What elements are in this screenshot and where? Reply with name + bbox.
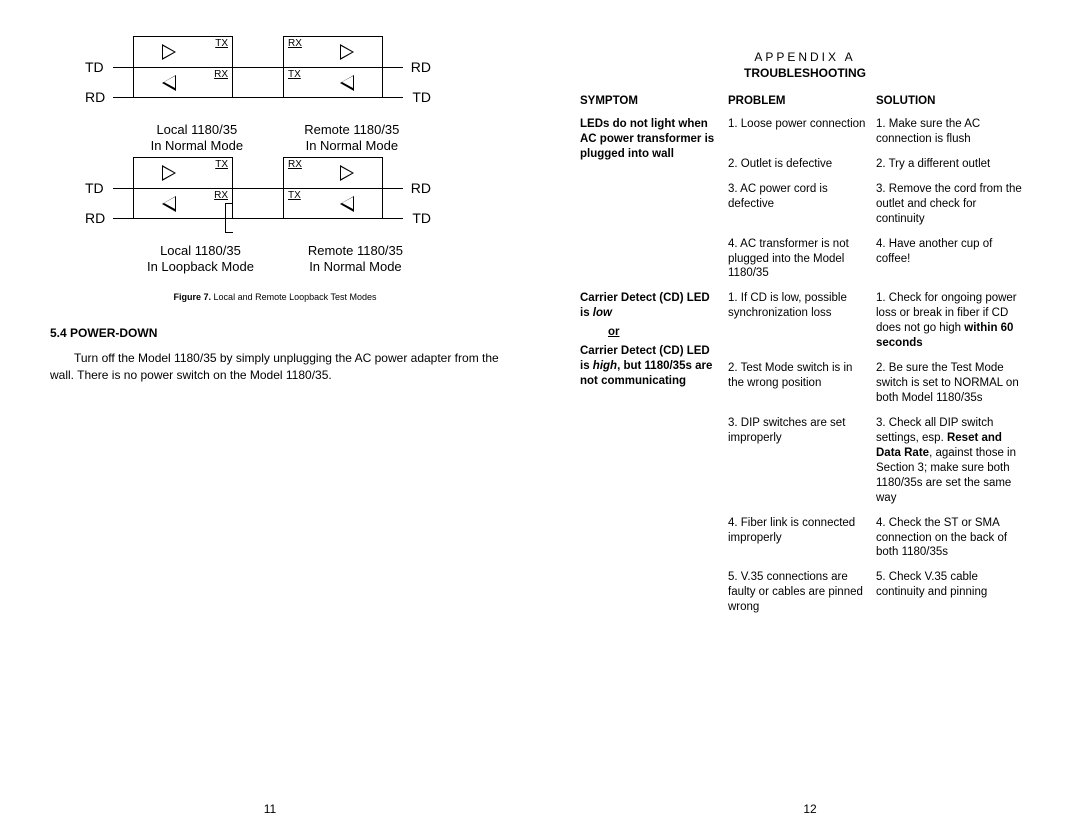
local-box-loopback: TX RX bbox=[133, 157, 233, 219]
caption-remote-loopback: Remote 1180/35 In Normal Mode bbox=[308, 243, 403, 274]
diagram-area: TD TX RX RX bbox=[85, 50, 465, 274]
amp-icon bbox=[340, 196, 354, 212]
signal-td: TD bbox=[85, 59, 113, 75]
remote-box-loopback: RX TX bbox=[283, 157, 383, 219]
figure-caption: Figure 7. Local and Remote Loopback Test… bbox=[50, 292, 500, 302]
amp-icon bbox=[340, 44, 354, 60]
amp-icon bbox=[162, 75, 176, 91]
symptom-cell: Carrier Detect (CD) LED is loworCarrier … bbox=[580, 291, 720, 625]
section-heading: 5.4 POWER-DOWN bbox=[50, 326, 500, 340]
diagram-normal: TD TX RX RX bbox=[85, 50, 465, 153]
caption-local-loopback: Local 1180/35 In Loopback Mode bbox=[147, 243, 254, 274]
body-paragraph: Turn off the Model 1180/35 by simply unp… bbox=[50, 350, 500, 382]
diagram-loopback: TD TX RX bbox=[85, 171, 465, 274]
col-solution: SOLUTION bbox=[876, 94, 1026, 117]
page-number: 12 bbox=[540, 802, 1080, 816]
appendix-label: APPENDIX A bbox=[580, 50, 1030, 64]
troubleshooting-table: SYMPTOM PROBLEM SOLUTION LEDs do not lig… bbox=[580, 94, 1030, 625]
amp-icon bbox=[340, 75, 354, 91]
signal-rd: RD bbox=[403, 59, 431, 75]
problem-cell: 1. Loose power connection bbox=[728, 117, 868, 157]
symptom-cell: LEDs do not light when AC power transfor… bbox=[580, 117, 720, 291]
amp-icon bbox=[162, 44, 176, 60]
col-problem: PROBLEM bbox=[728, 94, 868, 117]
page-number: 11 bbox=[0, 802, 540, 816]
appendix-title: TROUBLESHOOTING bbox=[580, 66, 1030, 80]
caption-local-normal: Local 1180/35 In Normal Mode bbox=[151, 122, 243, 153]
caption-remote-normal: Remote 1180/35 In Normal Mode bbox=[304, 122, 399, 153]
page-left: TD TX RX RX bbox=[0, 0, 540, 834]
loopback-connector bbox=[225, 203, 233, 233]
amp-icon bbox=[162, 196, 176, 212]
solution-cell: 1. Make sure the AC connection is flush bbox=[876, 117, 1026, 157]
amp-icon bbox=[340, 165, 354, 181]
col-symptom: SYMPTOM bbox=[580, 94, 720, 117]
local-box-normal: TX RX bbox=[133, 36, 233, 98]
remote-box-normal: RX TX bbox=[283, 36, 383, 98]
page-right: APPENDIX A TROUBLESHOOTING SYMPTOM PROBL… bbox=[540, 0, 1080, 834]
amp-icon bbox=[162, 165, 176, 181]
